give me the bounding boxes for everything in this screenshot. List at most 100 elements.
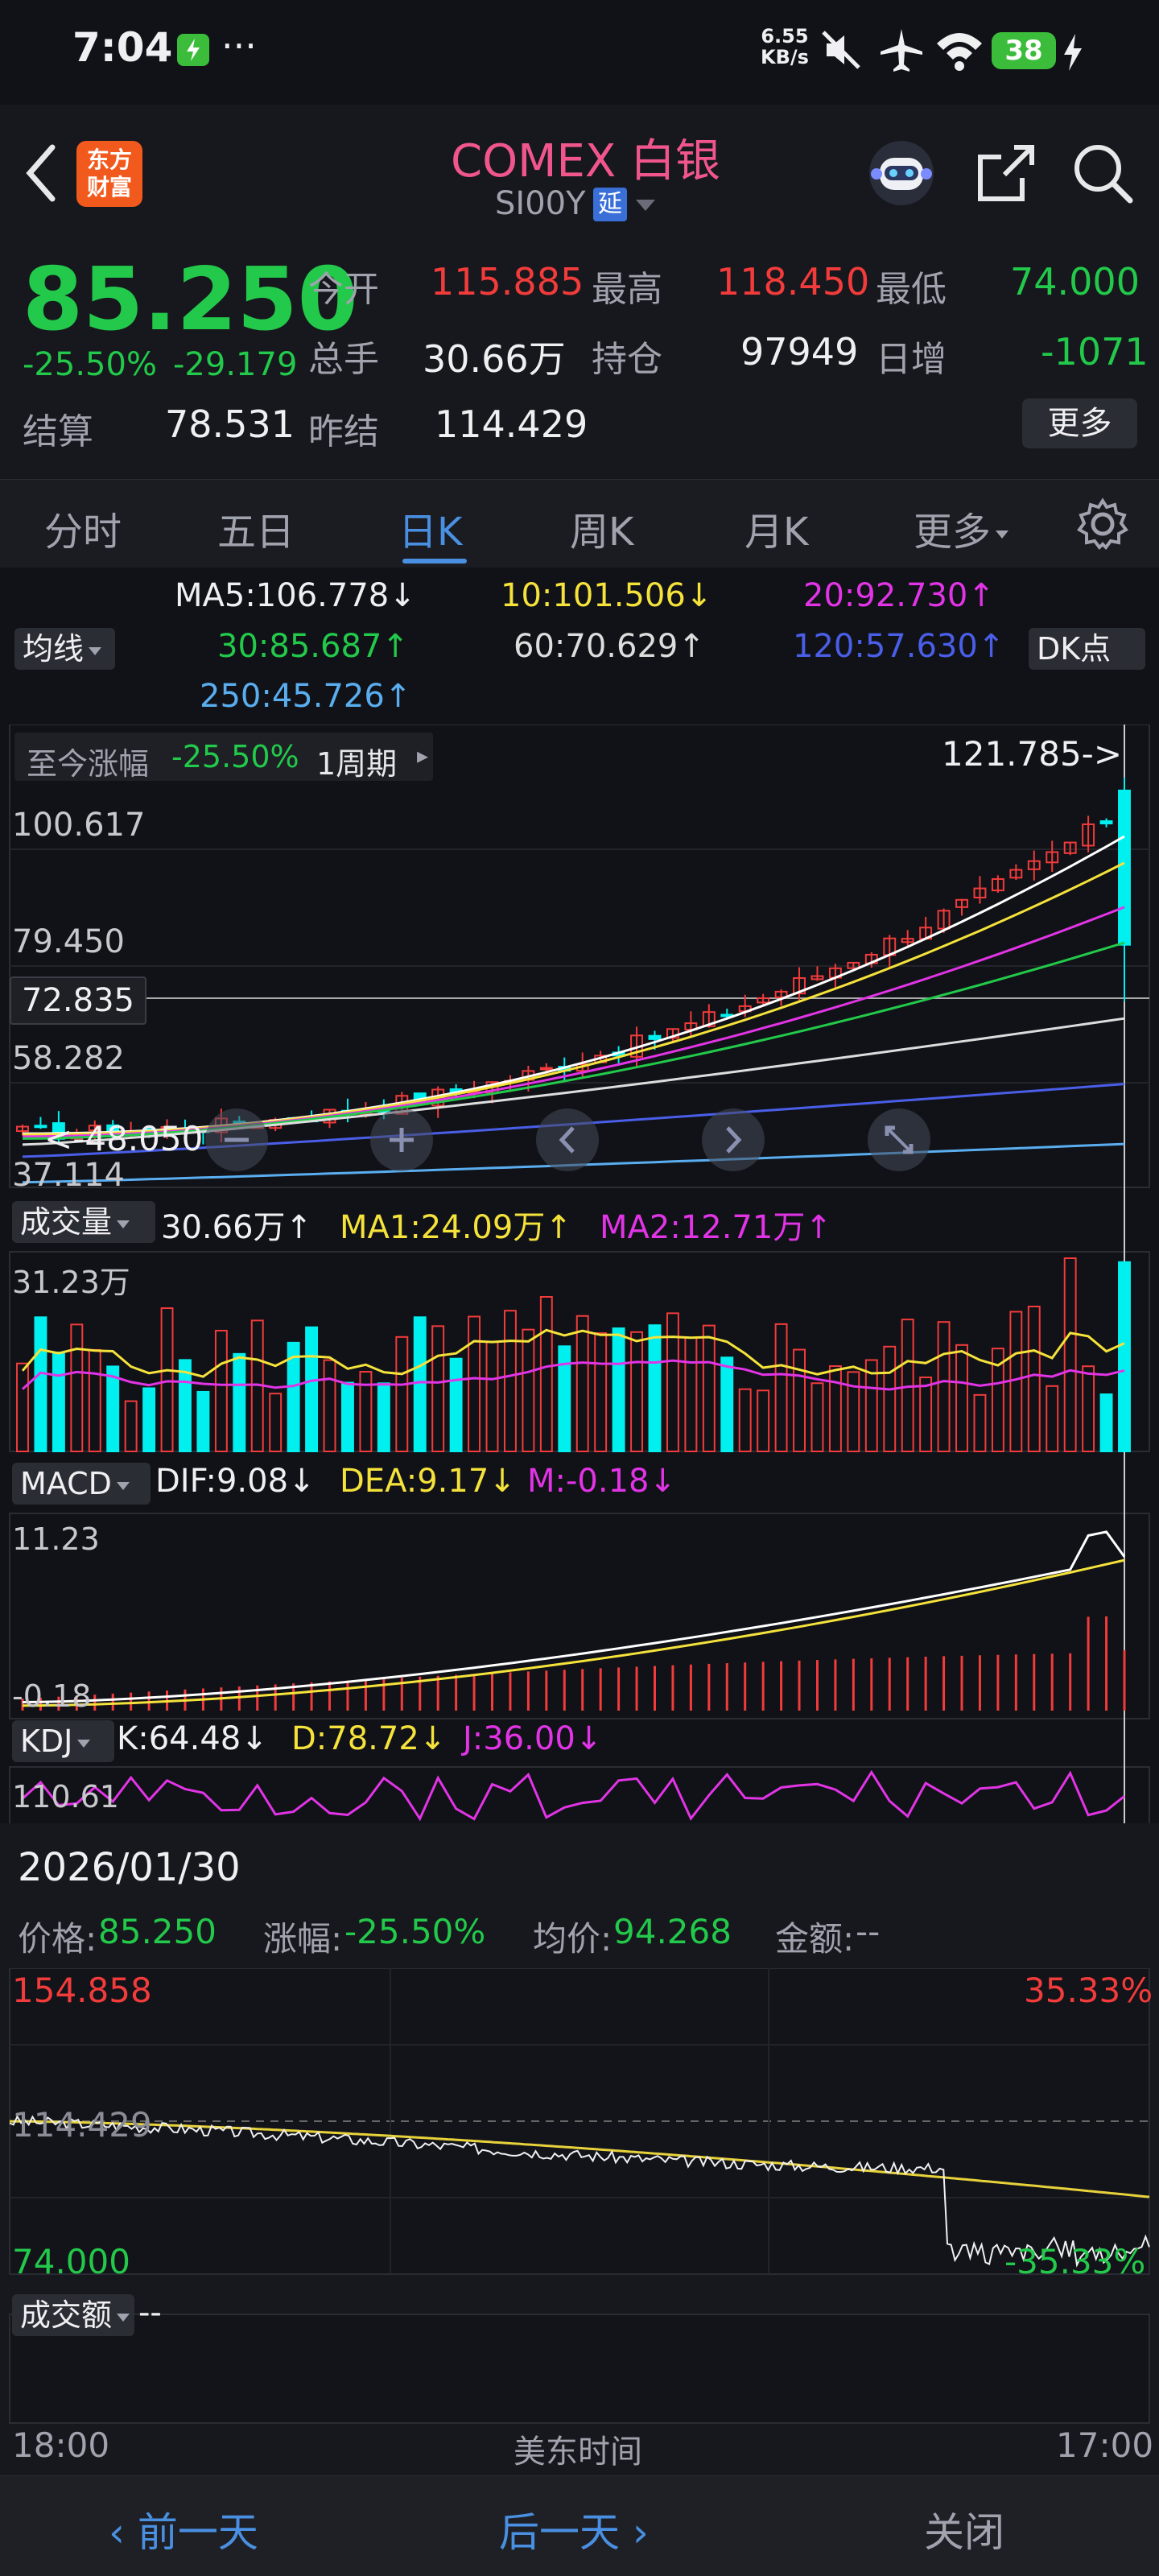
- macd-selector[interactable]: MACD: [12, 1463, 151, 1505]
- zoom-in-icon[interactable]: [370, 1108, 433, 1171]
- scroll-left-icon[interactable]: [536, 1108, 599, 1171]
- volume-bar: [160, 1307, 174, 1452]
- tab-five-day[interactable]: 五日: [217, 510, 295, 555]
- share-icon[interactable]: [974, 141, 1038, 205]
- volume-max-label: 31.23万: [12, 1265, 130, 1300]
- macd-top-label: 11.23: [12, 1521, 100, 1557]
- kline-chart[interactable]: [0, 724, 1159, 1827]
- ma20-value: 20:92.730↑: [803, 577, 995, 614]
- ma120-value: 120:57.630↑: [793, 628, 1005, 665]
- prev-settle-label: 昨结: [308, 411, 379, 452]
- volume-bar: [1009, 1311, 1023, 1453]
- volume-label: 总手: [308, 339, 379, 380]
- ma30-value: 30:85.687↑: [217, 628, 409, 665]
- contract-dropdown-icon[interactable]: [636, 200, 655, 211]
- settle-label: 结算: [23, 411, 93, 452]
- volume-bar: [828, 1365, 842, 1452]
- volume-bar: [70, 1323, 84, 1452]
- volume-bar: [630, 1331, 644, 1452]
- detail-price-label: 价格:: [18, 1919, 97, 1959]
- robot-icon[interactable]: [865, 137, 938, 209]
- candle-body: [1063, 841, 1077, 854]
- volume-bar: [1099, 1393, 1113, 1452]
- intraday-low-pct: -35.33%: [1004, 2242, 1146, 2281]
- candle-body: [757, 997, 770, 1004]
- change-percent: -25.50%: [23, 346, 157, 383]
- period-gain-box[interactable]: 至今涨幅 -25.50% 1周期 ▸: [14, 733, 433, 782]
- airplane-icon: [881, 29, 922, 72]
- volume-bar: [991, 1348, 1004, 1452]
- volume-bar: [810, 1382, 824, 1453]
- zoom-out-button[interactable]: [205, 1108, 268, 1171]
- ma-selector[interactable]: 均线: [14, 628, 115, 670]
- app-logo: 东方 财富: [76, 141, 142, 207]
- kdj-d: D:78.72↓: [291, 1720, 447, 1757]
- open-interest-label: 持仓: [592, 339, 662, 380]
- volume-bar: [774, 1323, 788, 1452]
- volume-bar: [34, 1316, 47, 1452]
- volume-bar: [124, 1400, 138, 1452]
- intraday-low-price: 74.000: [12, 2242, 130, 2281]
- macd-dif-line: [22, 1530, 1126, 1703]
- volume-selector[interactable]: 成交量: [12, 1201, 155, 1243]
- volume-bar: [377, 1382, 390, 1453]
- detail-price: 85.250: [98, 1912, 217, 1951]
- search-icon[interactable]: [1070, 141, 1135, 205]
- more-button[interactable]: 更多: [1022, 398, 1137, 448]
- day-detail-panel: 2026/01/30 价格: 85.250 涨幅: -25.50% 均价: 94…: [0, 1823, 1159, 2475]
- back-icon[interactable]: [20, 141, 60, 205]
- low-label: 最低: [876, 269, 947, 310]
- kdj-j: J:36.00↓: [463, 1720, 603, 1757]
- volume-bar: [684, 1336, 698, 1453]
- dk-point-button[interactable]: DK点: [1029, 628, 1145, 670]
- volume-bar: [287, 1341, 300, 1453]
- macd-lines-group: [22, 1530, 1126, 1707]
- volume-ma1: MA1:24.09万↑: [340, 1209, 572, 1246]
- volume-bar: [468, 1315, 481, 1452]
- kdj-lines-group: [21, 1769, 1125, 1822]
- close-button[interactable]: 关闭: [924, 2509, 1004, 2556]
- candle-body: [991, 877, 1004, 892]
- volume-bar: [793, 1348, 806, 1453]
- volume-bar: [1027, 1306, 1041, 1452]
- status-more: ···: [221, 24, 257, 68]
- intraday-chart[interactable]: [0, 1968, 1159, 2475]
- volume-bar: [919, 1377, 933, 1453]
- detail-avg-label: 均价:: [533, 1919, 612, 1959]
- ma-line-20: [22, 906, 1125, 1138]
- volume-bars-group: [16, 1257, 1131, 1453]
- ma10-value: 10:101.506↓: [501, 577, 713, 614]
- volume-bar: [323, 1359, 336, 1453]
- tab-daily-k[interactable]: 日K: [398, 510, 463, 555]
- candle-body: [847, 961, 860, 969]
- ma-line-5: [23, 835, 1125, 1135]
- contract-code[interactable]: SI00Y: [495, 185, 586, 222]
- macd-dif: DIF:9.08↓: [155, 1463, 316, 1500]
- fullscreen-icon[interactable]: [868, 1108, 930, 1171]
- low-value: 74.000: [1010, 260, 1140, 303]
- next-day-button[interactable]: 后一天 ›: [499, 2509, 649, 2556]
- kdj-k: K:64.48↓: [117, 1720, 268, 1757]
- bottom-nav: ‹ 前一天 后一天 › 关闭: [0, 2475, 1159, 2576]
- change-amount: -29.179: [173, 346, 298, 383]
- scroll-right-icon[interactable]: [702, 1108, 765, 1171]
- kdj-selector[interactable]: KDJ: [12, 1720, 114, 1762]
- turnover-selector[interactable]: 成交额: [12, 2294, 134, 2336]
- candle-body: [901, 938, 914, 943]
- volume-bar: [738, 1388, 752, 1453]
- gear-icon[interactable]: [1074, 496, 1131, 552]
- candle-body: [16, 1125, 29, 1133]
- volume-bar: [757, 1389, 770, 1453]
- tab-weekly-k[interactable]: 周K: [570, 510, 634, 555]
- candle-body: [1046, 851, 1059, 864]
- charging-icon: [1064, 34, 1082, 71]
- volume-bar: [88, 1348, 101, 1452]
- candle-body: [1118, 789, 1131, 946]
- tab-intraday[interactable]: 分时: [44, 510, 122, 555]
- volume-bar: [973, 1393, 987, 1452]
- prev-day-button[interactable]: ‹ 前一天: [109, 2509, 258, 2556]
- tab-more[interactable]: 更多: [914, 500, 1009, 556]
- candle-body: [955, 898, 968, 908]
- tab-monthly-k[interactable]: 月K: [744, 510, 809, 555]
- macd-bars-group: [21, 1616, 1126, 1711]
